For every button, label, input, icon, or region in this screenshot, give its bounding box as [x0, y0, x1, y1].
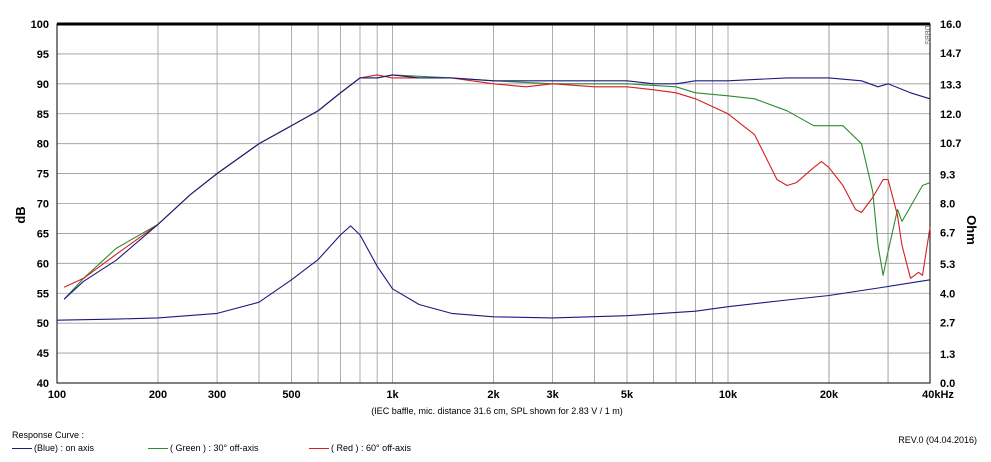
x-tick-label: 20k	[820, 389, 839, 401]
curves	[56, 74, 931, 321]
legend-label-blue: (Blue) : on axis	[34, 443, 95, 453]
y-tick-label-left: 65	[37, 228, 49, 240]
y-tick-label-right: 13.3	[940, 80, 961, 92]
legend-title: Response Curve :	[12, 430, 85, 440]
x-tick-label: 3k	[546, 389, 559, 401]
x-tick-label: 1k	[386, 389, 399, 401]
revision-label: REV.0 (04.04.2016)	[898, 435, 977, 445]
y-tick-label-left: 70	[37, 199, 49, 211]
legend-swatch-blue	[12, 448, 32, 450]
y-tick-label-right: 9.3	[940, 169, 955, 181]
x-tick-label: 100	[48, 389, 66, 401]
legend: Response Curve : (Blue) : on axis ( Gree…	[12, 429, 411, 455]
y-tick-label-left: 45	[37, 348, 49, 360]
x-tick-label: 5k	[621, 389, 634, 401]
tick-labels: 100 200 300 500 1k 2k 3k 5k 10k 20k 40kHz 40 45 50 55 6…	[31, 19, 962, 401]
y-tick-label-right: 1.3	[940, 349, 955, 361]
y-tick-label-left: 95	[37, 49, 49, 61]
y-tick-label-right: 12.0	[940, 109, 961, 121]
x-tick-label: 500	[282, 389, 300, 401]
y-tick-label-right: 16.0	[940, 19, 961, 31]
x-tick-label: 200	[149, 389, 167, 401]
x-tick-label: 10k	[719, 389, 738, 401]
y-tick-label-left: 40	[37, 378, 49, 390]
y-tick-label-right: 14.7	[940, 48, 961, 60]
x-tick-label: 2k	[487, 389, 500, 401]
y-tick-label-right: 0.0	[940, 378, 955, 390]
y-tick-label-left: 100	[31, 19, 49, 31]
y-tick-label-left: 90	[37, 79, 49, 91]
y-axis-left-label: dB	[13, 206, 28, 223]
legend-label-green: ( Green ) : 30° off-axis	[170, 443, 259, 453]
curve-blue	[63, 74, 931, 300]
curve-red	[63, 74, 931, 288]
legend-item-green: ( Green ) : 30° off-axis	[148, 442, 258, 455]
y-tick-label-left: 50	[37, 318, 49, 330]
measurement-note: (IEC baffle, mic. distance 31.6 cm, SPL …	[371, 406, 623, 416]
side-tag: DBBS	[923, 25, 930, 44]
legend-row: (Blue) : on axis ( Green ) : 30° off-axi…	[12, 442, 411, 455]
legend-label-red: ( Red ) : 60° off-axis	[331, 443, 411, 453]
y-tick-label-left: 60	[37, 258, 49, 270]
plot-frame	[56, 22, 931, 384]
legend-swatch-green	[148, 448, 168, 450]
legend-swatch-red	[309, 448, 329, 450]
y-tick-label-right: 2.7	[940, 317, 955, 329]
y-tick-label-left: 75	[37, 169, 49, 181]
legend-item-blue: (Blue) : on axis	[12, 442, 94, 455]
y-axis-right-label: Ohm	[964, 215, 979, 245]
curve-impedance	[56, 225, 931, 321]
x-tick-label: 300	[208, 389, 226, 401]
y-tick-label-right: 4.0	[940, 288, 955, 300]
y-tick-label-right: 6.7	[940, 228, 955, 240]
y-tick-label-left: 55	[37, 288, 49, 300]
y-tick-label-right: 10.7	[940, 138, 961, 150]
legend-item-red: ( Red ) : 60° off-axis	[309, 442, 411, 455]
y-tick-label-right: 5.3	[940, 259, 955, 271]
curve-green	[63, 74, 931, 300]
x-tick-label: 40kHz	[922, 389, 954, 401]
y-tick-label-left: 85	[37, 109, 49, 121]
y-tick-label-right: 8.0	[940, 199, 955, 211]
y-tick-label-left: 80	[37, 139, 49, 151]
